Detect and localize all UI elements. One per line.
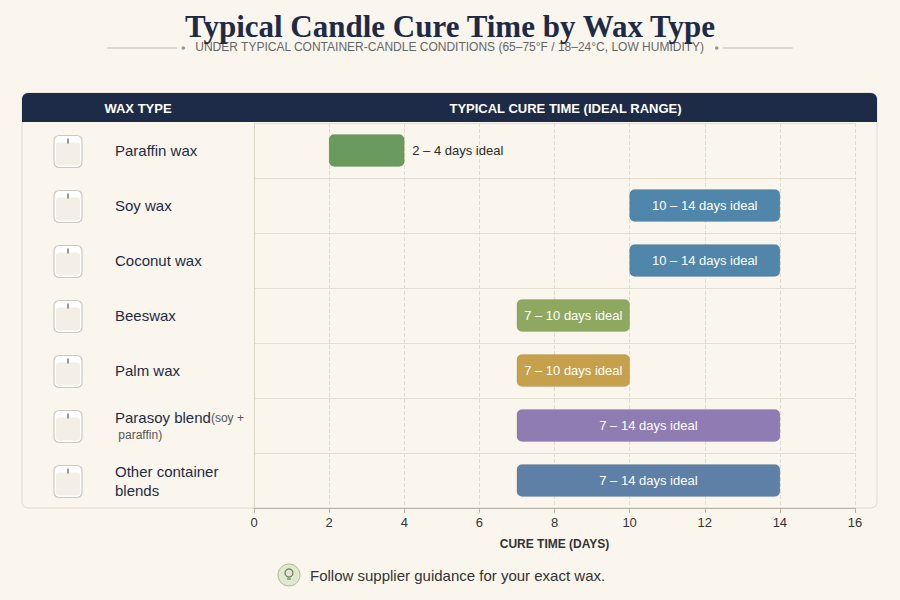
- svg-text:TYPICAL CURE TIME (IDEAL RANGE: TYPICAL CURE TIME (IDEAL RANGE): [449, 101, 681, 116]
- svg-text:Soy wax: Soy wax: [115, 197, 172, 214]
- svg-text:4: 4: [401, 515, 408, 530]
- svg-text:8: 8: [551, 515, 558, 530]
- svg-text:paraffin): paraffin): [115, 428, 162, 442]
- svg-text:Paraffin wax: Paraffin wax: [115, 142, 198, 159]
- svg-text:10: 10: [622, 515, 636, 530]
- svg-text:7 – 14 days ideal: 7 – 14 days ideal: [599, 473, 697, 488]
- svg-text:2 – 4 days ideal: 2 – 4 days ideal: [412, 143, 503, 158]
- svg-text:UNDER TYPICAL CONTAINER-CANDLE: UNDER TYPICAL CONTAINER-CANDLE CONDITION…: [195, 40, 705, 54]
- svg-text:12: 12: [698, 515, 712, 530]
- svg-text:Other container: Other container: [115, 463, 223, 480]
- svg-text:Follow supplier guidance for y: Follow supplier guidance for your exact …: [310, 567, 605, 584]
- svg-text:Beeswax: Beeswax: [115, 307, 176, 324]
- svg-text:7 – 14 days ideal: 7 – 14 days ideal: [599, 418, 697, 433]
- svg-text:Typical Candle Cure Time by Wa: Typical Candle Cure Time by Wax Type: [185, 9, 715, 44]
- svg-text:6: 6: [476, 515, 483, 530]
- svg-text:Parasoy blend: Parasoy blend: [115, 409, 211, 426]
- svg-text:WAX TYPE: WAX TYPE: [104, 101, 172, 116]
- svg-text:Coconut wax: Coconut wax: [115, 252, 202, 269]
- svg-text:7 – 10 days ideal: 7 – 10 days ideal: [524, 363, 622, 378]
- svg-text:(soy +: (soy +: [211, 411, 244, 425]
- svg-text:16: 16: [848, 515, 862, 530]
- svg-text:10 – 14 days ideal: 10 – 14 days ideal: [652, 253, 758, 268]
- svg-text:blends: blends: [115, 482, 159, 499]
- svg-text:0: 0: [250, 515, 257, 530]
- svg-text:CURE TIME (DAYS): CURE TIME (DAYS): [500, 537, 610, 551]
- svg-text:7 – 10 days ideal: 7 – 10 days ideal: [524, 308, 622, 323]
- svg-text:10 – 14 days ideal: 10 – 14 days ideal: [652, 198, 758, 213]
- svg-text:14: 14: [773, 515, 787, 530]
- svg-text:Palm wax: Palm wax: [115, 362, 181, 379]
- svg-text:2: 2: [326, 515, 333, 530]
